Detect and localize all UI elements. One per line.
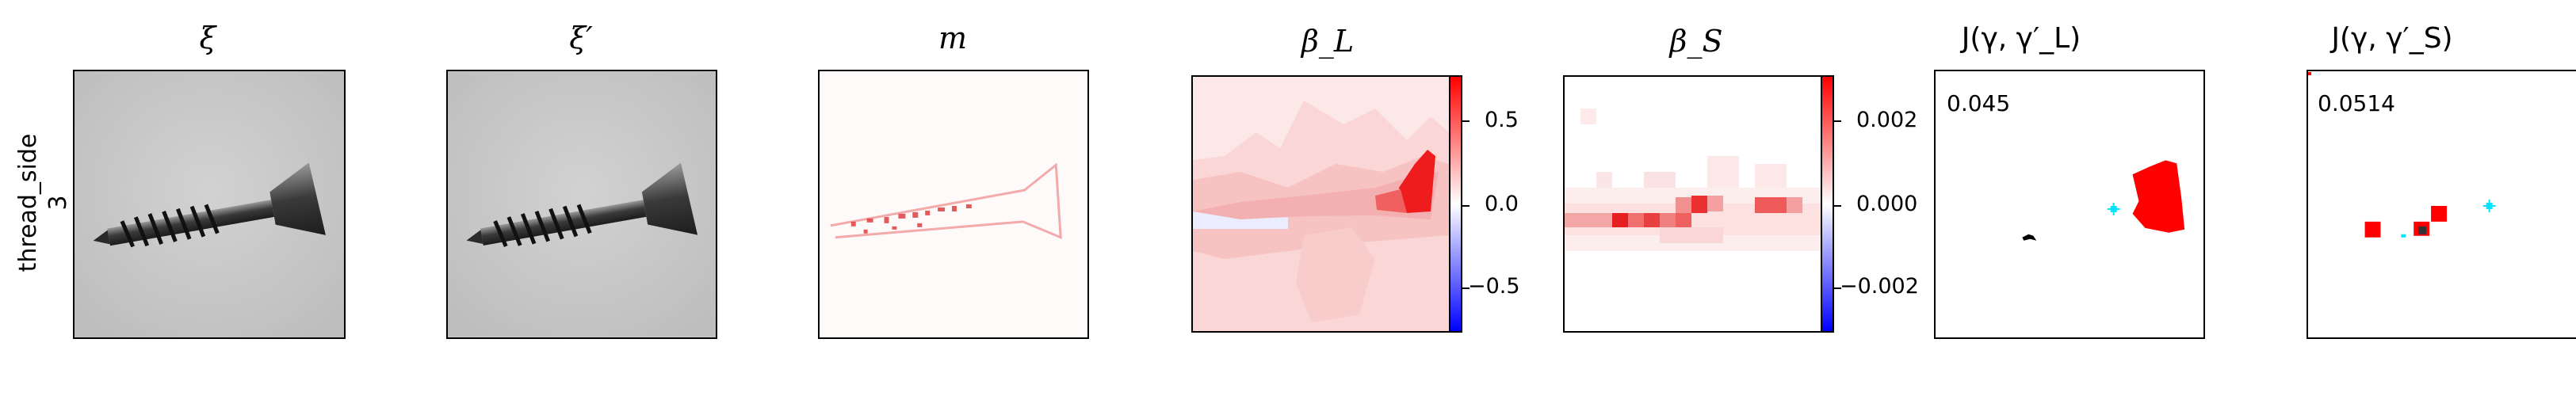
panel-title-j-l: J(γ, γ′_L) xyxy=(1961,22,2081,55)
beta-s-grid xyxy=(1565,109,1821,251)
panel-title-m: m xyxy=(938,21,968,55)
screw-shape xyxy=(93,162,326,248)
score-j-l: 0.045 xyxy=(1947,90,2011,116)
image-beta-l xyxy=(1191,75,1450,333)
colorbar-beta-s-tick-1 xyxy=(1834,120,1841,122)
colorbar-beta-s-tick-3 xyxy=(1834,287,1841,289)
row-label-line1: thread_side xyxy=(14,133,42,272)
colorbar-beta-l-tick-1 xyxy=(1462,120,1470,122)
panel-title-beta-l: β_L xyxy=(1301,24,1355,59)
panel-title-beta-s: β_S xyxy=(1669,24,1723,59)
image-m xyxy=(818,70,1089,339)
colorbar-beta-l xyxy=(1449,75,1462,333)
colorbar-beta-s-label-1: 0.002 xyxy=(1856,108,1918,132)
image-beta-s xyxy=(1563,75,1822,333)
colorbar-beta-s xyxy=(1821,75,1834,333)
colorbar-beta-s-label-3: −0.002 xyxy=(1840,274,1919,299)
row-label-line2: 3 xyxy=(44,195,72,211)
colorbar-beta-l-tick-2 xyxy=(1462,205,1470,207)
image-xi-prime xyxy=(446,70,717,339)
image-j-l xyxy=(1934,70,2205,339)
score-j-s: 0.0514 xyxy=(2318,90,2395,116)
colorbar-beta-s-label-2: 0.000 xyxy=(1856,192,1918,216)
screw-shape-2 xyxy=(466,162,698,248)
colorbar-beta-l-label-2: 0.0 xyxy=(1485,192,1519,216)
colorbar-beta-l-tick-3 xyxy=(1462,287,1470,289)
image-j-s xyxy=(2307,70,2576,339)
colorbar-beta-l-label-1: 0.5 xyxy=(1485,108,1519,132)
colorbar-beta-s-tick-2 xyxy=(1834,205,1841,207)
panel-title-xi: ξ xyxy=(199,21,216,55)
panel-title-j-s: J(γ, γ′_S) xyxy=(2331,22,2453,55)
panel-title-xi-prime: ξ′ xyxy=(569,21,593,55)
image-xi xyxy=(73,70,346,339)
row-label-text: thread_side 3 xyxy=(13,134,74,272)
colorbar-beta-l-label-3: −0.5 xyxy=(1468,274,1520,299)
mask-screw-outline xyxy=(830,162,1062,240)
